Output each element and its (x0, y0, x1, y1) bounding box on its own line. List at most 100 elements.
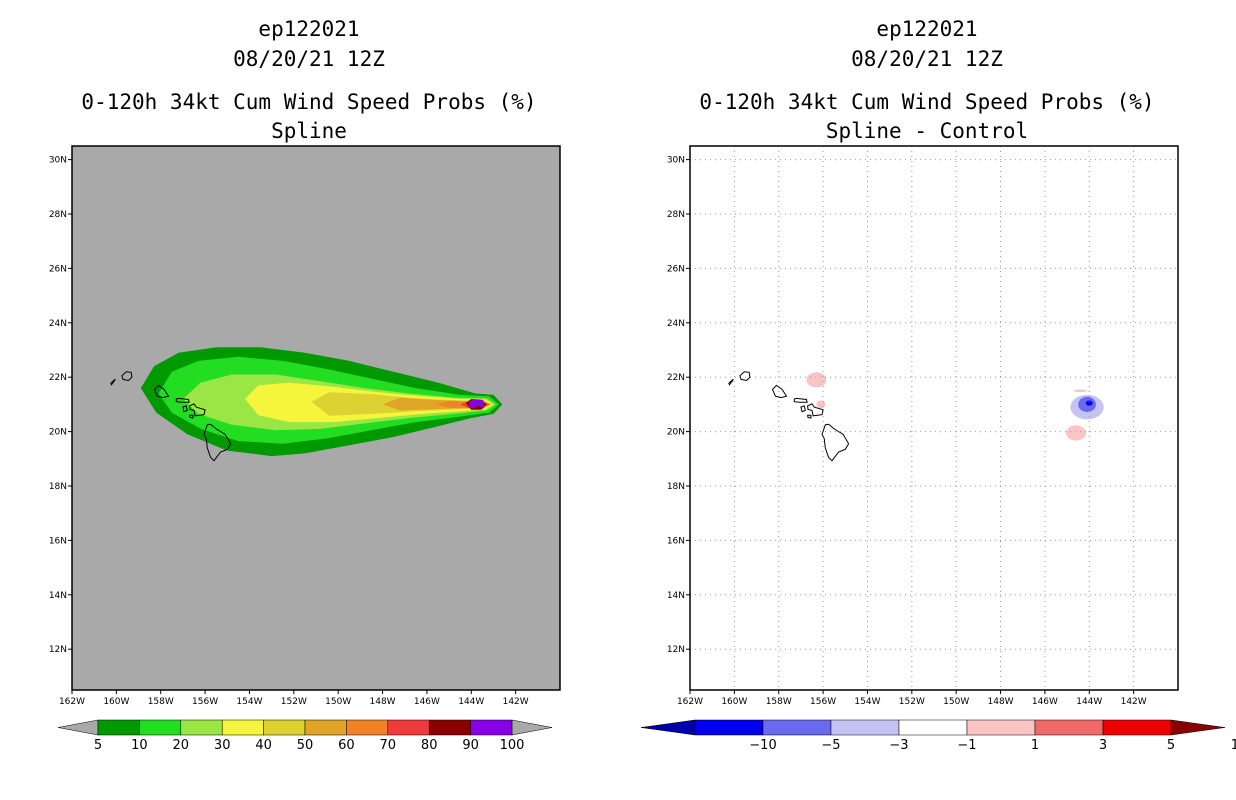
colorbar-swatch (387, 719, 430, 736)
island-oahu-outline (153, 384, 170, 399)
panel-title-date: 08/20/21 12Z (851, 47, 1003, 71)
colorbar-label: 5 (1167, 738, 1175, 753)
island-niihau-outline (110, 378, 116, 386)
colorbar-overflow-tip (511, 719, 553, 736)
panel-title-date: 08/20/21 12Z (233, 47, 385, 71)
colorbar-label: 100 (500, 738, 525, 753)
x-tick-label: 142W (1121, 697, 1147, 707)
island-kahoolawe-outline (189, 414, 194, 419)
y-tick-label: 24N (667, 319, 685, 329)
x-tick-label: 146W (414, 697, 440, 707)
x-tick-label: 162W (677, 697, 703, 707)
colorbar-swatch (180, 719, 223, 736)
colorbar-swatch (346, 719, 389, 736)
x-tick-label: 144W (1076, 697, 1102, 707)
difference-blob-positive (1065, 425, 1086, 441)
y-tick-label: 16N (667, 536, 685, 546)
difference-map: 162W 160W 158W 156W 154W 152W 150W 148W 146W 144W… (640, 145, 1236, 753)
panel-title-method: Spline (271, 119, 347, 143)
difference-panel: ep122021 08/20/21 12Z 0-120h 34kt Cum Wi… (618, 0, 1236, 800)
y-tick-label: 16N (49, 536, 67, 546)
spline-probability-map: 162W 160W 158W 156W 154W 152W 150W 148W 146W 144W… (49, 145, 561, 753)
island-lanai-outline (800, 405, 806, 413)
colorbar-label: −10 (749, 738, 776, 753)
island-big-island-outline (203, 423, 232, 462)
difference-blob-negative (1085, 400, 1093, 406)
island-kauai-outline (121, 371, 133, 382)
colorbar-swatch (470, 719, 513, 736)
colorbar-swatch (428, 719, 471, 736)
colorbar-label: 80 (421, 738, 438, 753)
x-tick-label: 150W (325, 697, 351, 707)
y-tick-label: 26N (667, 264, 685, 274)
colorbar-swatch (694, 719, 764, 736)
colorbar-overflow-tip (1170, 719, 1226, 736)
x-tick-label: 148W (988, 697, 1014, 707)
colorbar-label: 30 (214, 738, 231, 753)
y-tick-label: 28N (667, 210, 685, 220)
x-tick-label: 150W (943, 697, 969, 707)
x-tick-label: 146W (1032, 697, 1058, 707)
colorbar-label: 50 (297, 738, 314, 753)
y-tick-label: 12N (49, 645, 67, 655)
colorbar-label: 60 (338, 738, 355, 753)
colorbar-label: 1 (1031, 738, 1039, 753)
x-tick-label: 158W (148, 697, 174, 707)
difference-blob-positive (806, 372, 827, 388)
colorbar-label: 10 (131, 738, 148, 753)
colorbar-label: 10 (1231, 738, 1236, 753)
y-tick-label: 20N (667, 428, 685, 438)
x-tick-label: 162W (59, 697, 85, 707)
colorbar-swatch (139, 719, 182, 736)
colorbar-label: −1 (957, 738, 976, 753)
y-tick-label: 28N (49, 210, 67, 220)
island-niihau-outline (728, 378, 734, 386)
colorbar-label: 90 (462, 738, 479, 753)
colorbar-swatch (898, 719, 968, 736)
colorbar-swatch (966, 719, 1036, 736)
colorbar-swatch (97, 719, 140, 736)
colorbar-underflow-tip (57, 719, 99, 736)
colorbar-swatch (221, 719, 264, 736)
x-tick-label: 156W (192, 697, 218, 707)
x-tick-label: 152W (281, 697, 307, 707)
y-tick-label: 18N (49, 482, 67, 492)
y-tick-label: 14N (667, 591, 685, 601)
spline-panel: ep122021 08/20/21 12Z 0-120h 34kt Cum Wi… (49, 17, 561, 753)
difference-blob-positive (1073, 389, 1088, 393)
x-tick-label: 158W (766, 697, 792, 707)
island-molokai-outline (175, 397, 190, 403)
y-tick-label: 20N (49, 428, 67, 438)
panel-title-storm-id: ep122021 (876, 17, 978, 41)
island-kahoolawe-outline (807, 414, 812, 419)
swath-band-90pct (469, 399, 485, 409)
colorbar-underflow-tip (640, 719, 696, 736)
x-tick-label: 160W (721, 697, 747, 707)
x-tick-label: 148W (370, 697, 396, 707)
x-tick-label: 156W (810, 697, 836, 707)
colorbar-swatch (830, 719, 900, 736)
plot-frame (71, 145, 561, 691)
y-tick-label: 30N (667, 156, 685, 166)
panel-title-storm-id: ep122021 (258, 17, 360, 41)
colorbar-swatch (304, 719, 347, 736)
x-tick-label: 152W (899, 697, 925, 707)
y-tick-label: 22N (667, 373, 685, 383)
x-tick-label: 154W (236, 697, 262, 707)
x-tick-label: 154W (854, 697, 880, 707)
colorbar-label: −5 (821, 738, 840, 753)
colorbar-swatch (263, 719, 306, 736)
x-tick-label: 144W (458, 697, 484, 707)
panel-title-method: Spline - Control (825, 119, 1029, 143)
difference-blob-positive (816, 400, 826, 409)
y-tick-label: 26N (49, 264, 67, 274)
island-maui-outline (189, 403, 206, 417)
colorbar-label: 5 (94, 738, 102, 753)
colorbar-swatch (762, 719, 832, 736)
island-maui-outline (807, 403, 824, 417)
colorbar-label: 40 (255, 738, 272, 753)
y-tick-label: 22N (49, 373, 67, 383)
colorbar-swatch (1034, 719, 1104, 736)
panel-title-product: 0-120h 34kt Cum Wind Speed Probs (%) (81, 90, 537, 114)
y-tick-label: 30N (49, 156, 67, 166)
